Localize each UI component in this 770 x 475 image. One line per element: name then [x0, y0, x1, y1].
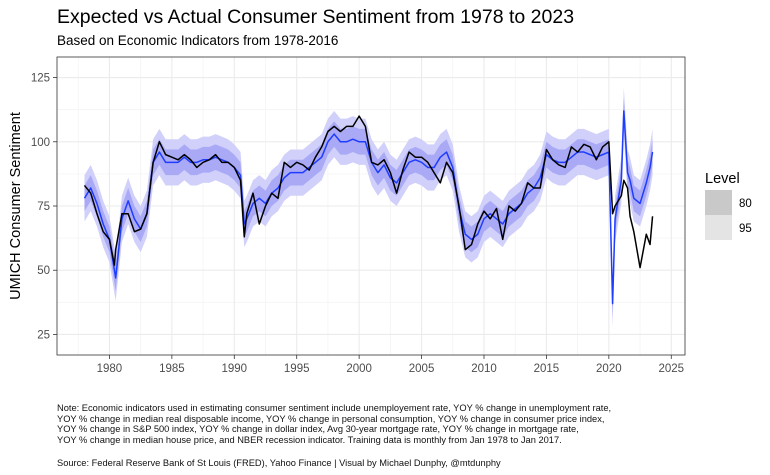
x-tick-label: 1985 [159, 363, 185, 375]
legend-title: Level [705, 171, 740, 187]
x-tick-label: 1990 [221, 363, 247, 375]
x-tick-label: 2000 [346, 363, 372, 375]
note-line: YOY % change in median house price, and … [57, 434, 562, 445]
x-tick-label: 2015 [534, 363, 560, 375]
legend-key-80 [705, 190, 732, 215]
y-axis-title: UMICH Consumer Sentiment [8, 112, 24, 300]
x-tick-label: 1980 [97, 363, 123, 375]
axis-ticks: 1980 1985 1990 1995 2000 2005 2010 2015 2020 2025… [31, 73, 684, 375]
band-80 [84, 98, 653, 317]
chart-title: Expected vs Actual Consumer Sentiment fr… [57, 6, 574, 28]
source-credit: Source: Federal Reserve Bank of St Louis… [57, 458, 501, 468]
chart-subtitle: Based on Economic Indicators from 1978-2… [57, 33, 338, 48]
note-line: YOY % change in S&P 500 index, YOY % cha… [57, 424, 579, 435]
y-tick-label: 100 [31, 137, 50, 149]
chart-svg: Expected vs Actual Consumer Sentiment fr… [8, 6, 752, 375]
actual-line [83, 115, 654, 269]
band-95 [84, 87, 653, 327]
x-tick-label: 2025 [658, 363, 684, 375]
grid [57, 57, 685, 355]
x-tick-label: 2020 [596, 363, 622, 375]
x-tick-label: 1995 [284, 363, 310, 375]
legend-label-95: 95 [739, 223, 752, 235]
predicted-line [83, 110, 654, 305]
legend: Level 80 95 [705, 171, 752, 240]
x-tick-label: 2005 [409, 363, 435, 375]
footnote: Note: Economic indicators used in estima… [57, 403, 757, 445]
series-lines [83, 110, 654, 305]
y-tick-label: 75 [37, 201, 50, 213]
y-tick-label: 25 [37, 329, 50, 341]
y-tick-label: 50 [37, 265, 50, 277]
note-line: YOY % change in median real disposable i… [57, 413, 605, 424]
legend-label-80: 80 [739, 198, 752, 210]
note-line: Note: Economic indicators used in estima… [57, 403, 612, 413]
legend-key-95 [705, 215, 732, 240]
confidence-bands [84, 87, 653, 327]
x-tick-label: 2010 [471, 363, 497, 375]
y-tick-label: 125 [31, 73, 50, 85]
